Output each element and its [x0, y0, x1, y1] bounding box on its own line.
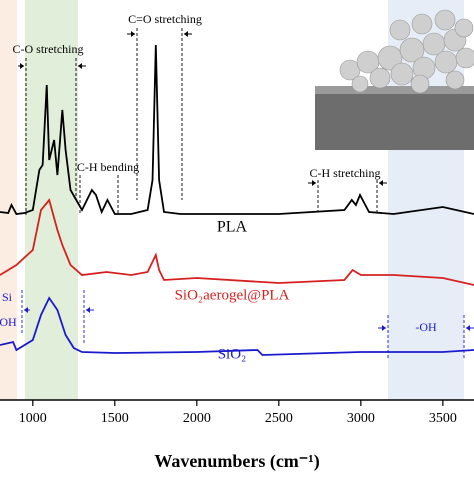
arrow-head [86, 307, 90, 313]
arrow-head [20, 63, 24, 69]
inset-image [315, 9, 474, 150]
arrow-head [24, 307, 28, 313]
annotation: C-O stretching [13, 42, 84, 56]
x-tick-label: 3000 [347, 411, 375, 426]
annotation: OH [0, 315, 17, 329]
arrow-head [312, 180, 316, 186]
arrow-head [379, 180, 383, 186]
x-axis-label: Wavenumbers (cm⁻¹) [154, 451, 319, 472]
x-tick-label: 2500 [265, 411, 293, 426]
spectrum-line [0, 198, 474, 286]
shade-band [0, 0, 17, 400]
series-label: SiO₂aerogel@PLA [175, 287, 290, 303]
annotation: Si [2, 290, 13, 304]
annotation: -OH [415, 320, 437, 334]
inset-slab-top [315, 86, 474, 94]
spectrum-line [0, 296, 474, 356]
x-tick-label: 1000 [19, 411, 47, 426]
arrow-head [78, 63, 82, 69]
inset-slab [315, 86, 474, 150]
spectrum-line [0, 44, 474, 215]
x-tick-label: 2000 [183, 411, 211, 426]
annotation: C-H bending [77, 160, 139, 174]
annotation: C=O stretching [128, 12, 202, 26]
arrow-head [184, 31, 188, 37]
arrow-head [382, 325, 386, 331]
series-label: SiO₂ [218, 346, 247, 362]
annotation: C-H stretching [310, 166, 381, 180]
inset-spheres [339, 9, 474, 94]
series-label: PLA [217, 219, 248, 236]
x-tick-label: 1500 [101, 411, 129, 426]
x-tick-label: 3500 [429, 411, 457, 426]
arrow-head [131, 31, 135, 37]
arrow-head [466, 325, 470, 331]
